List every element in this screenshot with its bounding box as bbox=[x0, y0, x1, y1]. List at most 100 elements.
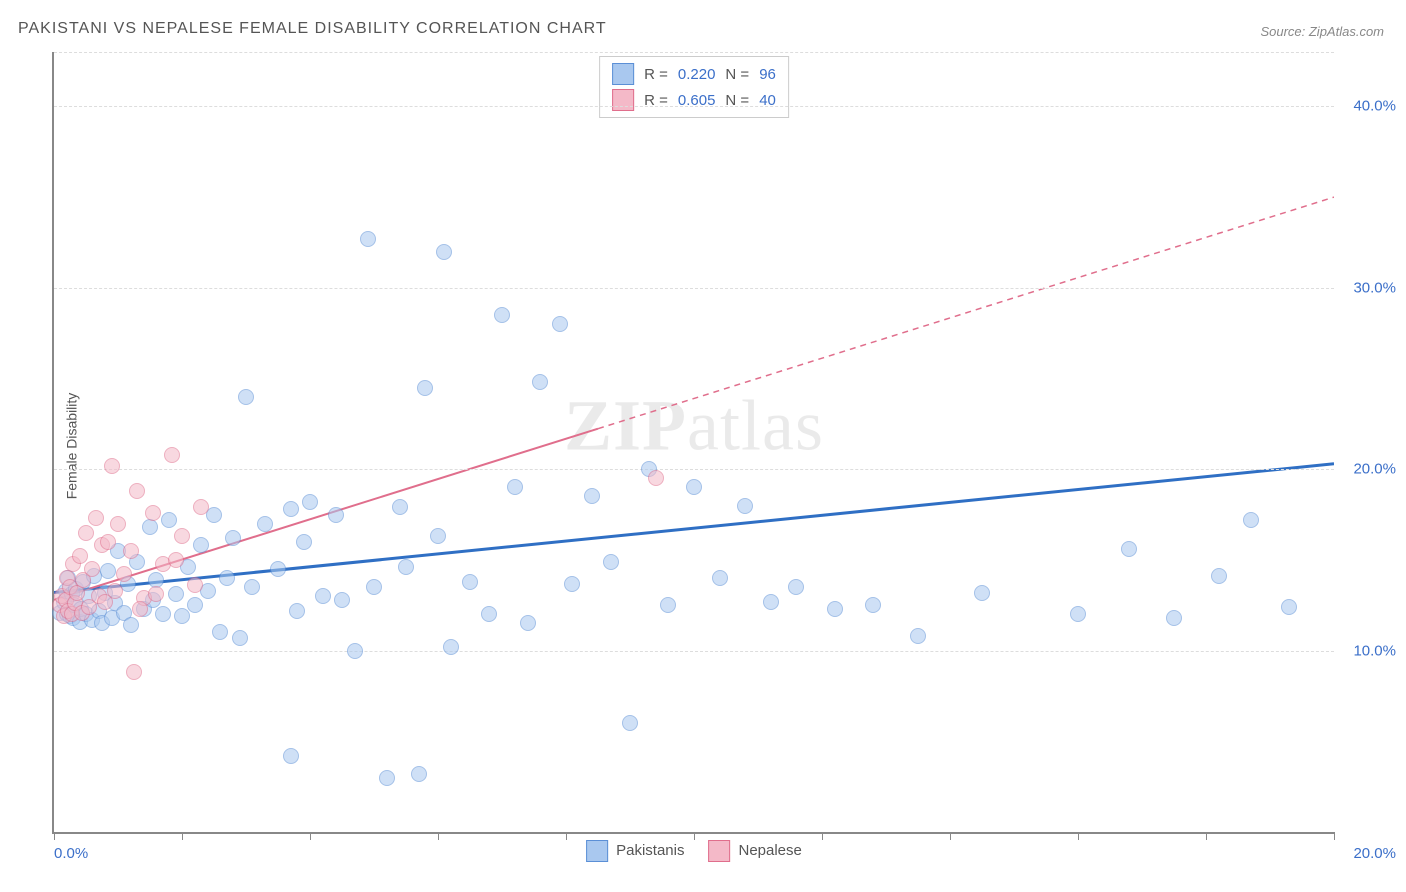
scatter-point bbox=[225, 530, 241, 546]
scatter-point bbox=[532, 374, 548, 390]
scatter-point bbox=[436, 244, 452, 260]
scatter-point bbox=[100, 534, 116, 550]
scatter-point bbox=[289, 603, 305, 619]
scatter-point bbox=[564, 576, 580, 592]
watermark: ZIPatlas bbox=[564, 385, 824, 468]
source-label: Source: ZipAtlas.com bbox=[1260, 24, 1384, 39]
scatter-point bbox=[302, 494, 318, 510]
scatter-point bbox=[232, 630, 248, 646]
scatter-point bbox=[430, 528, 446, 544]
scatter-point bbox=[788, 579, 804, 595]
scatter-point bbox=[392, 499, 408, 515]
plot-area: ZIPatlas R =0.220N =96R =0.605N =40 Paki… bbox=[52, 52, 1334, 834]
x-tick bbox=[822, 832, 823, 840]
legend-n-value: 96 bbox=[759, 66, 776, 83]
trend-lines-layer bbox=[54, 52, 1334, 832]
scatter-point bbox=[123, 617, 139, 633]
x-tick bbox=[310, 832, 311, 840]
scatter-point bbox=[1070, 606, 1086, 622]
scatter-point bbox=[827, 601, 843, 617]
scatter-point bbox=[88, 510, 104, 526]
scatter-point bbox=[161, 512, 177, 528]
trend-line-extrapolated bbox=[598, 197, 1334, 429]
legend-r-label: R = bbox=[644, 66, 668, 83]
x-tick bbox=[1078, 832, 1079, 840]
scatter-point bbox=[142, 519, 158, 535]
scatter-point bbox=[193, 537, 209, 553]
scatter-point bbox=[507, 479, 523, 495]
scatter-point bbox=[910, 628, 926, 644]
x-tick bbox=[694, 832, 695, 840]
x-tick-label: 20.0% bbox=[1353, 845, 1396, 862]
scatter-point bbox=[219, 570, 235, 586]
chart-container: PAKISTANI VS NEPALESE FEMALE DISABILITY … bbox=[0, 0, 1406, 892]
scatter-point bbox=[168, 552, 184, 568]
scatter-point bbox=[494, 307, 510, 323]
scatter-point bbox=[132, 601, 148, 617]
gridline bbox=[54, 651, 1334, 652]
scatter-point bbox=[315, 588, 331, 604]
scatter-point bbox=[417, 380, 433, 396]
gridline bbox=[54, 106, 1334, 107]
scatter-point bbox=[1211, 568, 1227, 584]
scatter-point bbox=[129, 483, 145, 499]
chart-title: PAKISTANI VS NEPALESE FEMALE DISABILITY … bbox=[18, 20, 607, 38]
x-tick bbox=[54, 832, 55, 840]
scatter-point bbox=[334, 592, 350, 608]
x-tick bbox=[182, 832, 183, 840]
legend-swatch bbox=[708, 840, 730, 862]
gridline bbox=[54, 469, 1334, 470]
scatter-point bbox=[520, 615, 536, 631]
scatter-point bbox=[78, 525, 94, 541]
scatter-point bbox=[107, 583, 123, 599]
scatter-point bbox=[270, 561, 286, 577]
scatter-point bbox=[145, 505, 161, 521]
scatter-point bbox=[603, 554, 619, 570]
scatter-point bbox=[462, 574, 478, 590]
trend-line bbox=[54, 429, 598, 600]
legend-item: Pakistanis bbox=[586, 840, 684, 862]
y-tick-label: 20.0% bbox=[1353, 461, 1396, 478]
scatter-point bbox=[212, 624, 228, 640]
scatter-point bbox=[443, 639, 459, 655]
scatter-point bbox=[84, 561, 100, 577]
legend-swatch bbox=[612, 89, 634, 111]
scatter-point bbox=[148, 586, 164, 602]
scatter-point bbox=[1281, 599, 1297, 615]
scatter-point bbox=[366, 579, 382, 595]
scatter-point bbox=[126, 664, 142, 680]
scatter-point bbox=[584, 488, 600, 504]
scatter-point bbox=[283, 748, 299, 764]
scatter-point bbox=[347, 643, 363, 659]
x-tick bbox=[1334, 832, 1335, 840]
scatter-point bbox=[481, 606, 497, 622]
legend-swatch bbox=[612, 63, 634, 85]
scatter-point bbox=[763, 594, 779, 610]
y-tick-label: 30.0% bbox=[1353, 279, 1396, 296]
scatter-point bbox=[1243, 512, 1259, 528]
scatter-point bbox=[257, 516, 273, 532]
legend-item: Nepalese bbox=[708, 840, 801, 862]
scatter-point bbox=[1166, 610, 1182, 626]
gridline bbox=[54, 288, 1334, 289]
scatter-point bbox=[193, 499, 209, 515]
scatter-point bbox=[174, 608, 190, 624]
legend-label: Nepalese bbox=[738, 842, 801, 859]
scatter-point bbox=[648, 470, 664, 486]
gridline bbox=[54, 52, 1334, 53]
scatter-point bbox=[155, 606, 171, 622]
legend-n-label: N = bbox=[725, 66, 749, 83]
legend-stats: R =0.220N =96R =0.605N =40 bbox=[599, 56, 789, 118]
scatter-point bbox=[187, 597, 203, 613]
scatter-point bbox=[328, 507, 344, 523]
scatter-point bbox=[974, 585, 990, 601]
scatter-point bbox=[104, 458, 120, 474]
scatter-point bbox=[712, 570, 728, 586]
x-tick bbox=[438, 832, 439, 840]
scatter-point bbox=[622, 715, 638, 731]
x-tick-label: 0.0% bbox=[54, 845, 88, 862]
scatter-point bbox=[174, 528, 190, 544]
scatter-point bbox=[283, 501, 299, 517]
scatter-point bbox=[168, 586, 184, 602]
scatter-point bbox=[187, 577, 203, 593]
